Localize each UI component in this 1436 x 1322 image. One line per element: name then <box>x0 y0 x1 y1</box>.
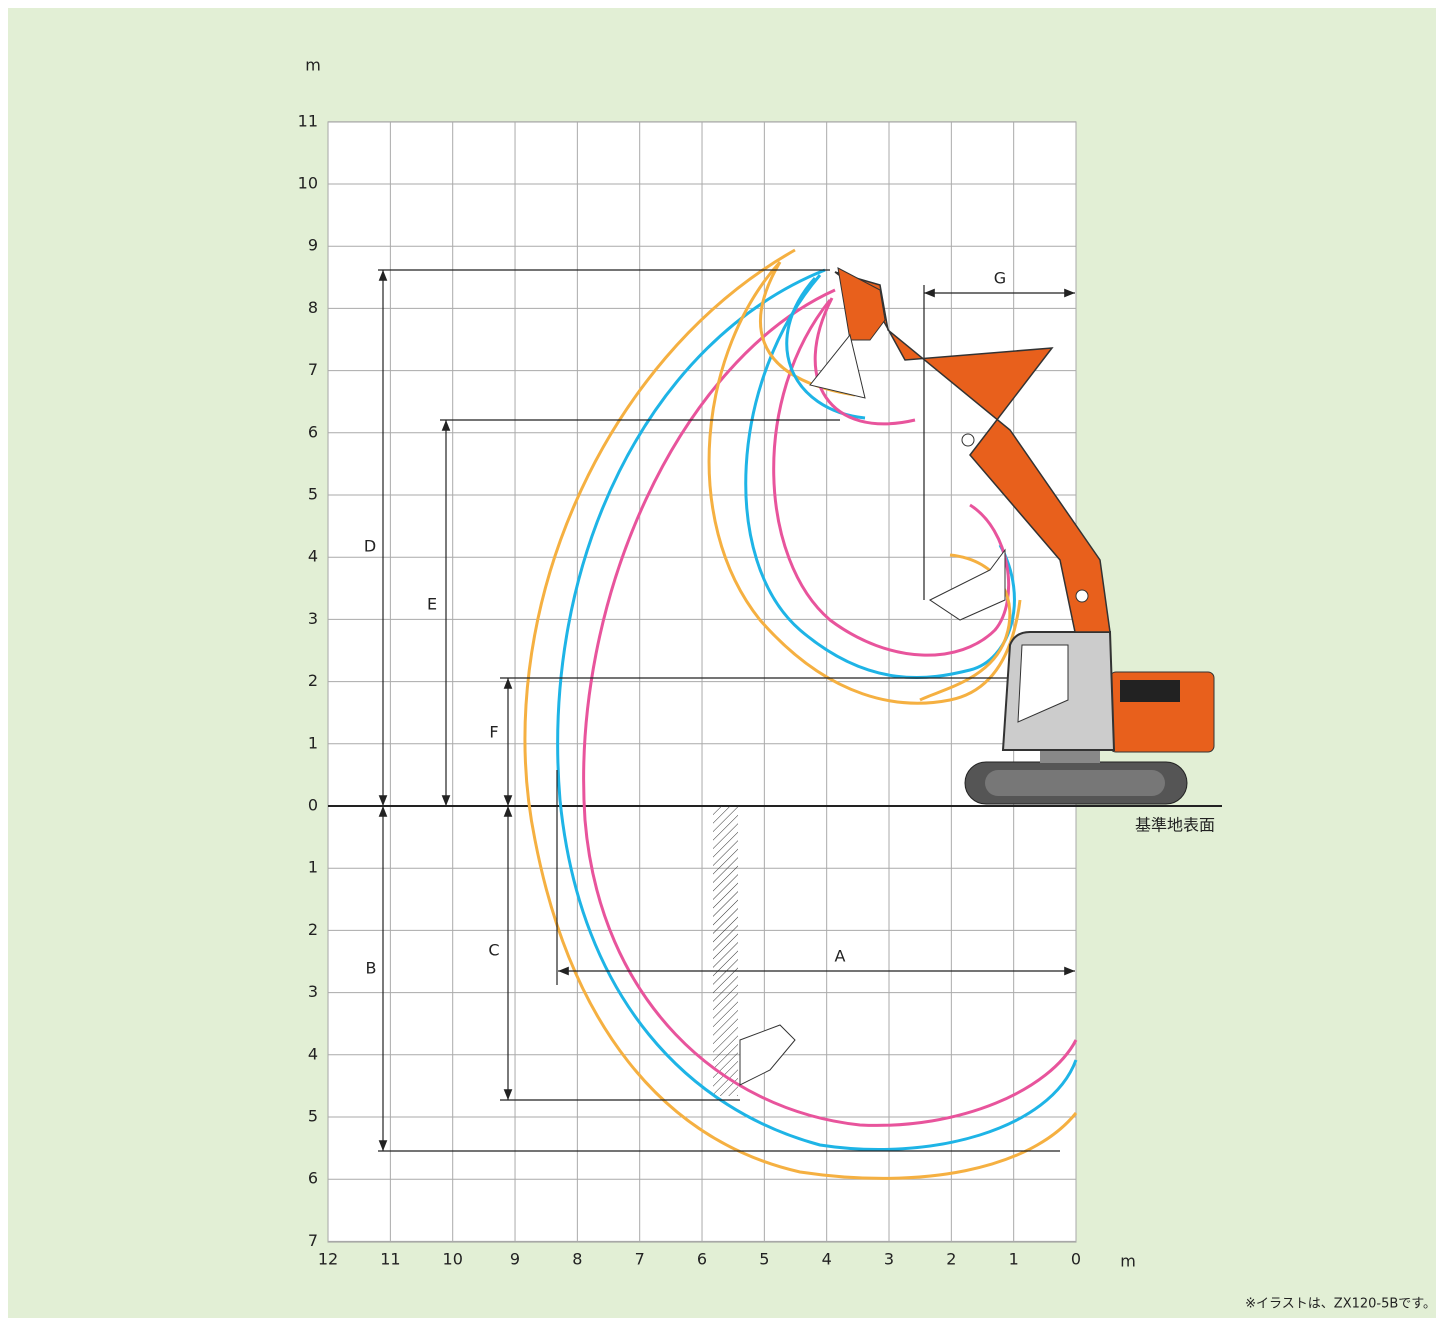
x-tick-label: 5 <box>759 1250 769 1269</box>
x-tick-label: 8 <box>572 1250 582 1269</box>
x-tick-label: 2 <box>946 1250 956 1269</box>
y-axis-unit: m <box>305 56 321 75</box>
x-tick-label: 12 <box>318 1250 338 1269</box>
y-tick-label: 5 <box>308 485 318 504</box>
x-tick-label: 4 <box>822 1250 832 1269</box>
y-tick-label: 0 <box>308 796 318 815</box>
page: m m A B C D E F G 基準地表面 ※イラストは、ZX120-5Bで… <box>0 0 1436 1318</box>
dimension-label: G <box>994 269 1006 288</box>
x-tick-label: 0 <box>1071 1250 1081 1269</box>
dimension-label: F <box>489 723 498 742</box>
dimension-label: C <box>488 941 499 960</box>
y-tick-label: 6 <box>308 422 318 441</box>
working-range-diagram: m m A B C D E F G 基準地表面 ※イラストは、ZX120-5Bで… <box>0 0 1436 1318</box>
y-tick-label: 2 <box>308 920 318 939</box>
y-tick-label: 9 <box>308 236 318 255</box>
y-tick-label: 4 <box>308 547 318 566</box>
y-tick-label: 4 <box>308 1044 318 1063</box>
footnote: ※イラストは、ZX120-5Bです。 <box>1245 1297 1436 1312</box>
dimension-label: E <box>427 595 437 614</box>
y-tick-label: 3 <box>308 609 318 628</box>
y-tick-label: 7 <box>308 1231 318 1250</box>
y-tick-label: 2 <box>308 671 318 690</box>
x-axis-unit: m <box>1120 1252 1136 1271</box>
x-tick-label: 3 <box>884 1250 894 1269</box>
x-tick-label: 11 <box>380 1250 400 1269</box>
dimension-label: B <box>366 959 377 978</box>
ground-label: 基準地表面 <box>1135 816 1215 835</box>
y-tick-label: 7 <box>308 360 318 379</box>
x-tick-label: 6 <box>697 1250 707 1269</box>
y-tick-label: 1 <box>308 733 318 752</box>
y-tick-label: 3 <box>308 982 318 1001</box>
y-tick-label: 10 <box>298 174 318 193</box>
x-tick-label: 9 <box>510 1250 520 1269</box>
x-tick-label: 1 <box>1009 1250 1019 1269</box>
x-tick-label: 7 <box>635 1250 645 1269</box>
x-tick-label: 10 <box>443 1250 463 1269</box>
y-tick-label: 11 <box>298 111 318 130</box>
y-tick-label: 1 <box>308 858 318 877</box>
y-tick-label: 6 <box>308 1169 318 1188</box>
dimension-label: A <box>835 947 846 966</box>
dimension-label: D <box>364 537 376 556</box>
y-tick-label: 5 <box>308 1107 318 1126</box>
trench-wall <box>713 806 738 1096</box>
y-tick-label: 8 <box>308 298 318 317</box>
